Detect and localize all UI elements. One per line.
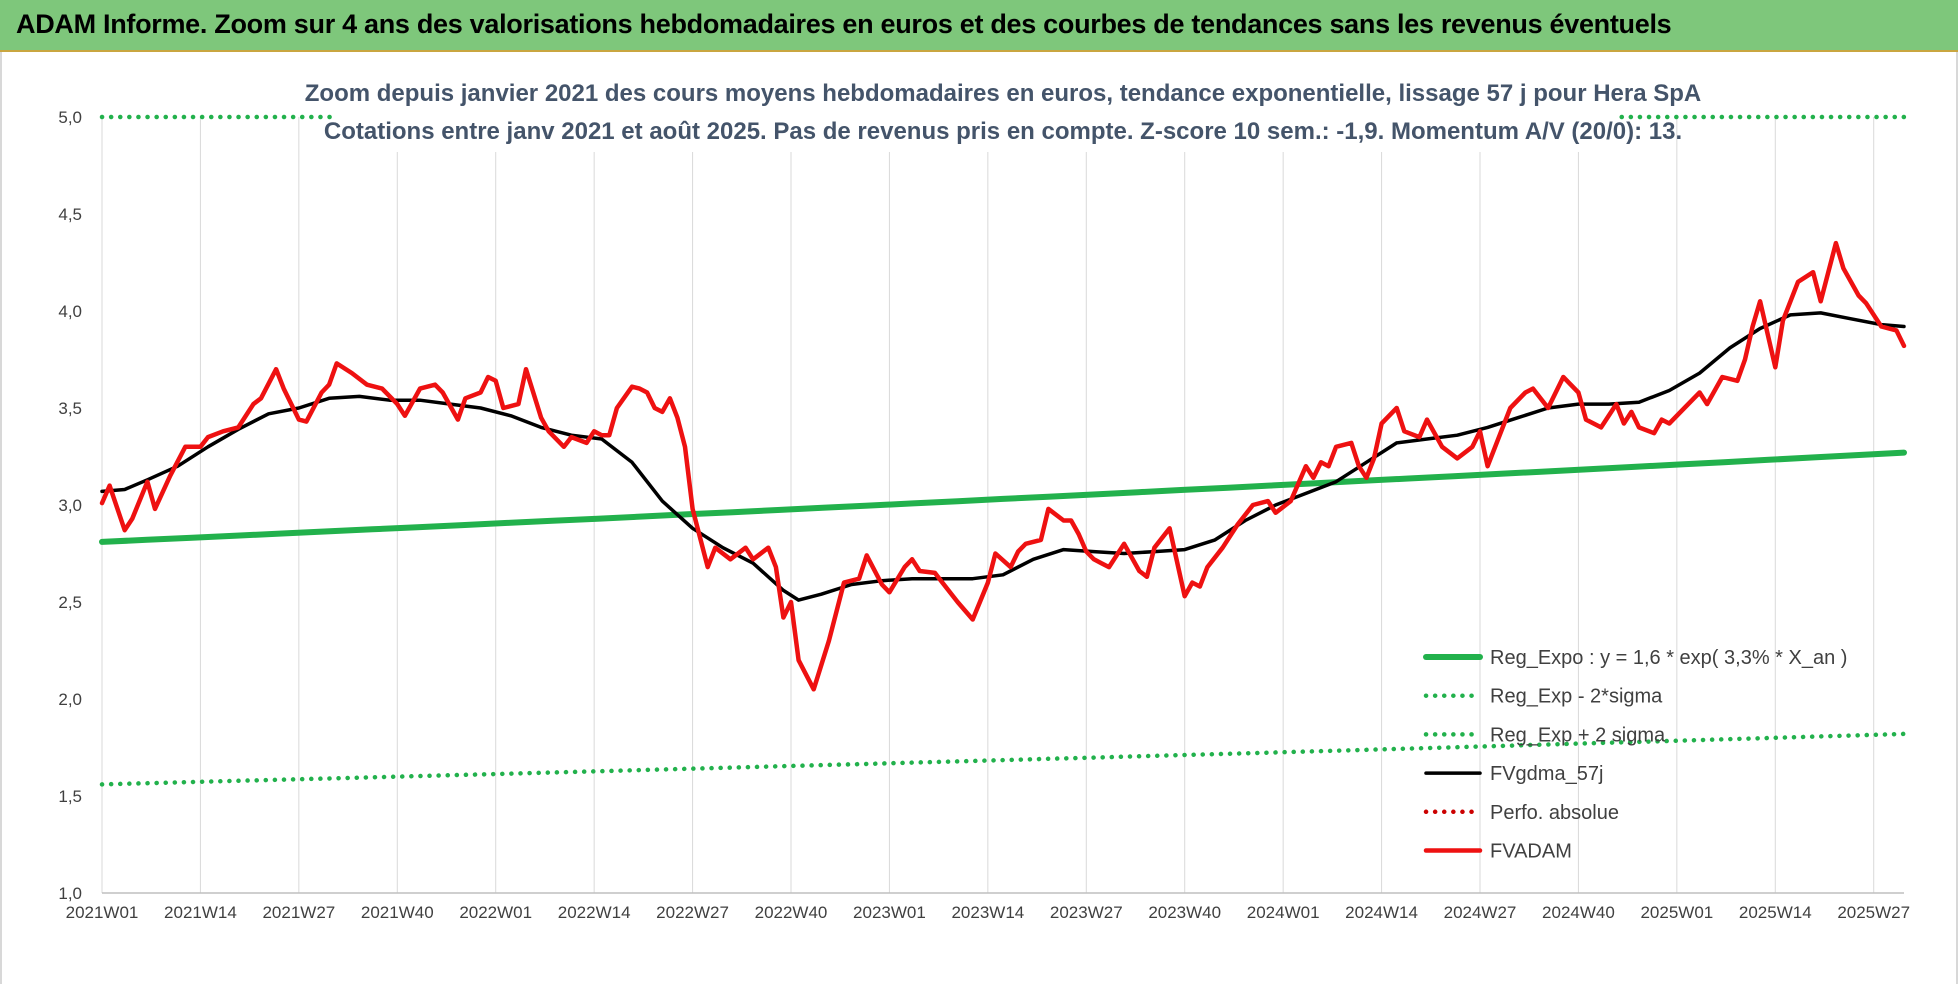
axis-layer: 1,0 1,5 2,0 2,5 3,0 3,5 4,0 4,5 5,0 2021W01 2021W1… [58, 108, 1910, 922]
x-tick-label: 2023W14 [951, 903, 1024, 922]
x-tick-label: 2022W14 [558, 903, 631, 922]
legend-label-fvadam: FVADAM [1490, 841, 1572, 863]
chart-title-block: Zoom depuis janvier 2021 des cours moyen… [305, 72, 1701, 152]
x-tick-label: 2023W27 [1050, 903, 1123, 922]
x-tick-label: 2022W27 [656, 903, 729, 922]
x-tick-label: 2024W01 [1247, 903, 1320, 922]
x-tick-label: 2021W14 [164, 903, 237, 922]
x-tick-label: 2023W40 [1148, 903, 1221, 922]
x-tick-label: 2024W14 [1345, 903, 1418, 922]
x-tick-label: 2024W27 [1444, 903, 1517, 922]
report-title: ADAM Informe. Zoom sur 4 ans des valoris… [16, 9, 1672, 39]
y-tick-label: 3,5 [58, 399, 82, 418]
series-line-reg-exp-2-sigma [99, 731, 1907, 787]
legend-label-perfo-absolue: Perfo. absolue [1490, 802, 1619, 824]
y-tick-label: 4,5 [58, 205, 82, 224]
x-tick-label: 2023W01 [853, 903, 926, 922]
y-tick-label: 4,0 [58, 302, 82, 321]
legend-label-reg-exp-2-sigma: Reg_Exp + 2 sigma [1490, 724, 1666, 746]
x-tick-label: 2025W14 [1739, 903, 1812, 922]
chart-title-line-1: Zoom depuis janvier 2021 des cours moyen… [305, 80, 1701, 107]
x-tick-label: 2022W40 [755, 903, 828, 922]
x-tick-label: 2022W01 [459, 903, 532, 922]
line-chart: 1,0 1,5 2,0 2,5 3,0 3,5 4,0 4,5 5,0 2021W01 2021W1… [58, 72, 1910, 922]
y-tick-label: 2,0 [58, 690, 82, 709]
chart-title-line-2: Cotations entre janv 2021 et août 2025. … [324, 118, 1682, 145]
header-bar: ADAM Informe. Zoom sur 4 ans des valoris… [0, 0, 1958, 52]
series-line-fvgdma-57j [100, 311, 1906, 602]
x-tick-label: 2025W01 [1640, 903, 1713, 922]
y-tick-label: 5,0 [58, 108, 82, 127]
series-layer [99, 114, 1907, 787]
y-tick-label: 1,0 [58, 884, 82, 903]
legend-label-reg-expo-y-1-6-exp-3-3-x-an: Reg_Expo : y = 1,6 * exp( 3,3% * X_an ) [1490, 647, 1847, 669]
series-line-fvadam [99, 240, 1907, 692]
x-tick-label: 2021W01 [66, 903, 139, 922]
series-line-reg-expo-y-1-6-exp-3-3-x-an [99, 449, 1907, 545]
x-tick-label: 2021W27 [262, 903, 335, 922]
x-tick-label: 2021W40 [361, 903, 434, 922]
legend-label-fvgdma-57j: FVgdma_57j [1490, 763, 1603, 785]
x-tick-label: 2024W40 [1542, 903, 1615, 922]
y-tick-label: 2,5 [58, 593, 82, 612]
y-tick-label: 3,0 [58, 496, 82, 515]
title-background [332, 72, 1617, 152]
y-tick-label: 1,5 [58, 787, 82, 806]
legend-label-reg-exp-2-sigma: Reg_Exp - 2*sigma [1490, 686, 1663, 708]
chart-area: 1,0 1,5 2,0 2,5 3,0 3,5 4,0 4,5 5,0 2021W01 2021W1… [0, 52, 1958, 984]
chart-legend: Reg_Expo : y = 1,6 * exp( 3,3% * X_an ) R… [1423, 647, 1847, 863]
x-tick-label: 2025W27 [1837, 903, 1910, 922]
